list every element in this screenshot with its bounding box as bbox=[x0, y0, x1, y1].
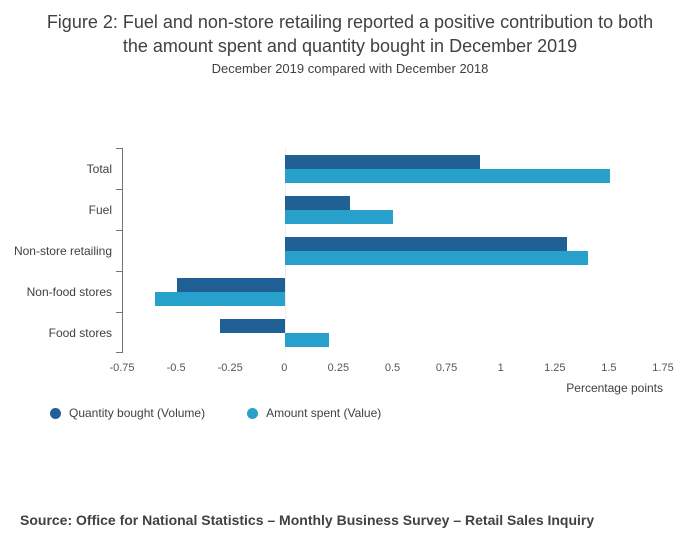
y-axis-category-labels: Total Fuel Non-store retailing Non-food sto… bbox=[0, 148, 112, 353]
y-axis-tick-mark bbox=[116, 271, 122, 272]
chart-legend: Quantity bought (Volume) Amount spent (Va… bbox=[50, 406, 381, 420]
category-label: Fuel bbox=[88, 202, 112, 217]
x-axis-tick-label: 1.25 bbox=[544, 362, 566, 374]
x-axis-tick-labels: -0.75 -0.5 -0.25 0 0.25 0.5 0.75 1 1.25 1.5 1.75 bbox=[109, 362, 673, 376]
bar-series-1-non-food-stores bbox=[155, 291, 286, 306]
bar-series-1-non-store-retailing bbox=[285, 250, 589, 265]
x-axis-tick-label: 0.25 bbox=[327, 362, 350, 374]
x-axis-tick-label: 1.5 bbox=[601, 362, 617, 374]
legend-label: Quantity bought (Volume) bbox=[69, 406, 206, 420]
legend-swatch-icon bbox=[247, 407, 259, 419]
chart-title: Figure 2: Fuel and non-store retailing r… bbox=[46, 12, 654, 57]
bar-series-0-non-food-stores bbox=[177, 277, 286, 292]
y-axis-tick-mark bbox=[116, 230, 122, 231]
x-axis-tick-label: -0.25 bbox=[217, 362, 243, 374]
x-axis-tick-label: -0.5 bbox=[166, 362, 186, 374]
y-axis-tick-mark bbox=[116, 189, 122, 190]
legend-swatch-icon bbox=[50, 407, 61, 419]
category-label: Total bbox=[86, 161, 112, 176]
bar-series-0-food-stores bbox=[220, 318, 286, 333]
bar-series-0-non-store-retailing bbox=[285, 236, 567, 251]
chart-subtitle: December 2019 compared with December 201… bbox=[211, 61, 489, 76]
x-axis-tick-label: 1.75 bbox=[652, 362, 674, 374]
x-axis-tick-label: 1 bbox=[497, 362, 504, 374]
x-axis-tick-label: 0 bbox=[281, 362, 288, 374]
legend-item-1: Amount spent (Value) bbox=[247, 406, 381, 420]
legend-item-0: Quantity bought (Volume) bbox=[50, 406, 205, 420]
x-axis-title: Percentage points bbox=[566, 381, 663, 395]
legend-label: Amount spent (Value) bbox=[266, 406, 382, 420]
bar-series-1-total bbox=[285, 168, 610, 183]
bar-series-0-fuel bbox=[285, 195, 351, 210]
category-label: Non-food stores bbox=[26, 284, 112, 299]
y-axis-tick-mark bbox=[116, 312, 122, 313]
y-axis-tick-mark bbox=[116, 148, 122, 149]
bar-series-1-food-stores bbox=[285, 332, 329, 347]
bar-series-1-fuel bbox=[285, 209, 394, 224]
category-label: Food stores bbox=[48, 325, 112, 340]
x-axis-tick-label: 0.75 bbox=[435, 362, 458, 374]
x-axis-tick-label: -0.75 bbox=[109, 362, 135, 374]
y-axis-tick-mark bbox=[116, 352, 122, 353]
x-axis-tick-label: 0.5 bbox=[384, 362, 401, 374]
source-line: Source: Office for National Statistics –… bbox=[20, 512, 595, 528]
plot-area bbox=[116, 148, 664, 353]
bar-series-0-total bbox=[285, 154, 481, 169]
category-label: Non-store retailing bbox=[13, 243, 112, 258]
